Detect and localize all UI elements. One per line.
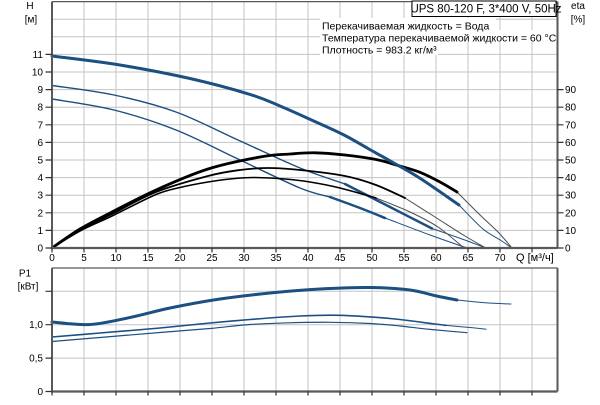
svg-text:Температура перекачиваемой жид: Температура перекачиваемой жидкости = 60…	[322, 33, 557, 45]
svg-text:1: 1	[37, 226, 43, 237]
svg-text:Перекачиваемая жидкость = Вода: Перекачиваемая жидкость = Вода	[322, 21, 489, 33]
svg-text:50: 50	[565, 156, 577, 167]
svg-text:H: H	[26, 1, 33, 12]
svg-text:10: 10	[565, 226, 577, 237]
svg-text:eta: eta	[571, 1, 585, 12]
svg-text:6: 6	[37, 138, 43, 149]
svg-text:0: 0	[49, 253, 55, 264]
svg-text:9: 9	[37, 85, 43, 96]
svg-text:5: 5	[37, 156, 43, 167]
svg-text:20: 20	[174, 253, 186, 264]
svg-text:4: 4	[37, 173, 43, 184]
svg-text:7: 7	[37, 120, 43, 131]
svg-text:P1: P1	[19, 269, 32, 280]
svg-text:Q [м³/ч]: Q [м³/ч]	[516, 252, 554, 264]
svg-text:70: 70	[494, 253, 506, 264]
svg-text:20: 20	[565, 208, 577, 219]
svg-text:60: 60	[565, 138, 577, 149]
svg-text:0: 0	[37, 244, 43, 255]
svg-text:3: 3	[37, 191, 43, 202]
svg-text:1,0: 1,0	[29, 320, 43, 331]
svg-text:10: 10	[32, 68, 44, 79]
svg-text:90: 90	[565, 85, 577, 96]
svg-text:35: 35	[270, 253, 282, 264]
svg-text:0: 0	[37, 387, 43, 398]
svg-text:65: 65	[462, 253, 474, 264]
svg-text:30: 30	[565, 191, 577, 202]
svg-text:5: 5	[81, 253, 87, 264]
svg-text:40: 40	[302, 253, 314, 264]
svg-text:80: 80	[565, 103, 577, 114]
svg-text:50: 50	[366, 253, 378, 264]
svg-text:UPS 80-120 F, 3*400 V, 50Hz: UPS 80-120 F, 3*400 V, 50Hz	[410, 4, 561, 16]
svg-text:0: 0	[565, 244, 571, 255]
svg-text:0,5: 0,5	[29, 354, 43, 365]
svg-text:30: 30	[238, 253, 250, 264]
svg-text:Плотность = 983.2 кг/м³: Плотность = 983.2 кг/м³	[322, 45, 437, 57]
svg-text:8: 8	[37, 103, 43, 114]
svg-text:11: 11	[33, 50, 44, 61]
svg-text:60: 60	[430, 253, 442, 264]
svg-text:[кВт]: [кВт]	[18, 282, 39, 293]
svg-text:10: 10	[110, 253, 122, 264]
svg-text:45: 45	[334, 253, 346, 264]
svg-text:40: 40	[565, 173, 577, 184]
svg-text:25: 25	[206, 253, 218, 264]
svg-text:15: 15	[142, 253, 154, 264]
svg-text:2: 2	[37, 208, 43, 219]
svg-text:70: 70	[565, 120, 577, 131]
svg-text:[м]: [м]	[25, 15, 38, 26]
svg-text:55: 55	[398, 253, 410, 264]
svg-text:[%]: [%]	[571, 15, 586, 26]
